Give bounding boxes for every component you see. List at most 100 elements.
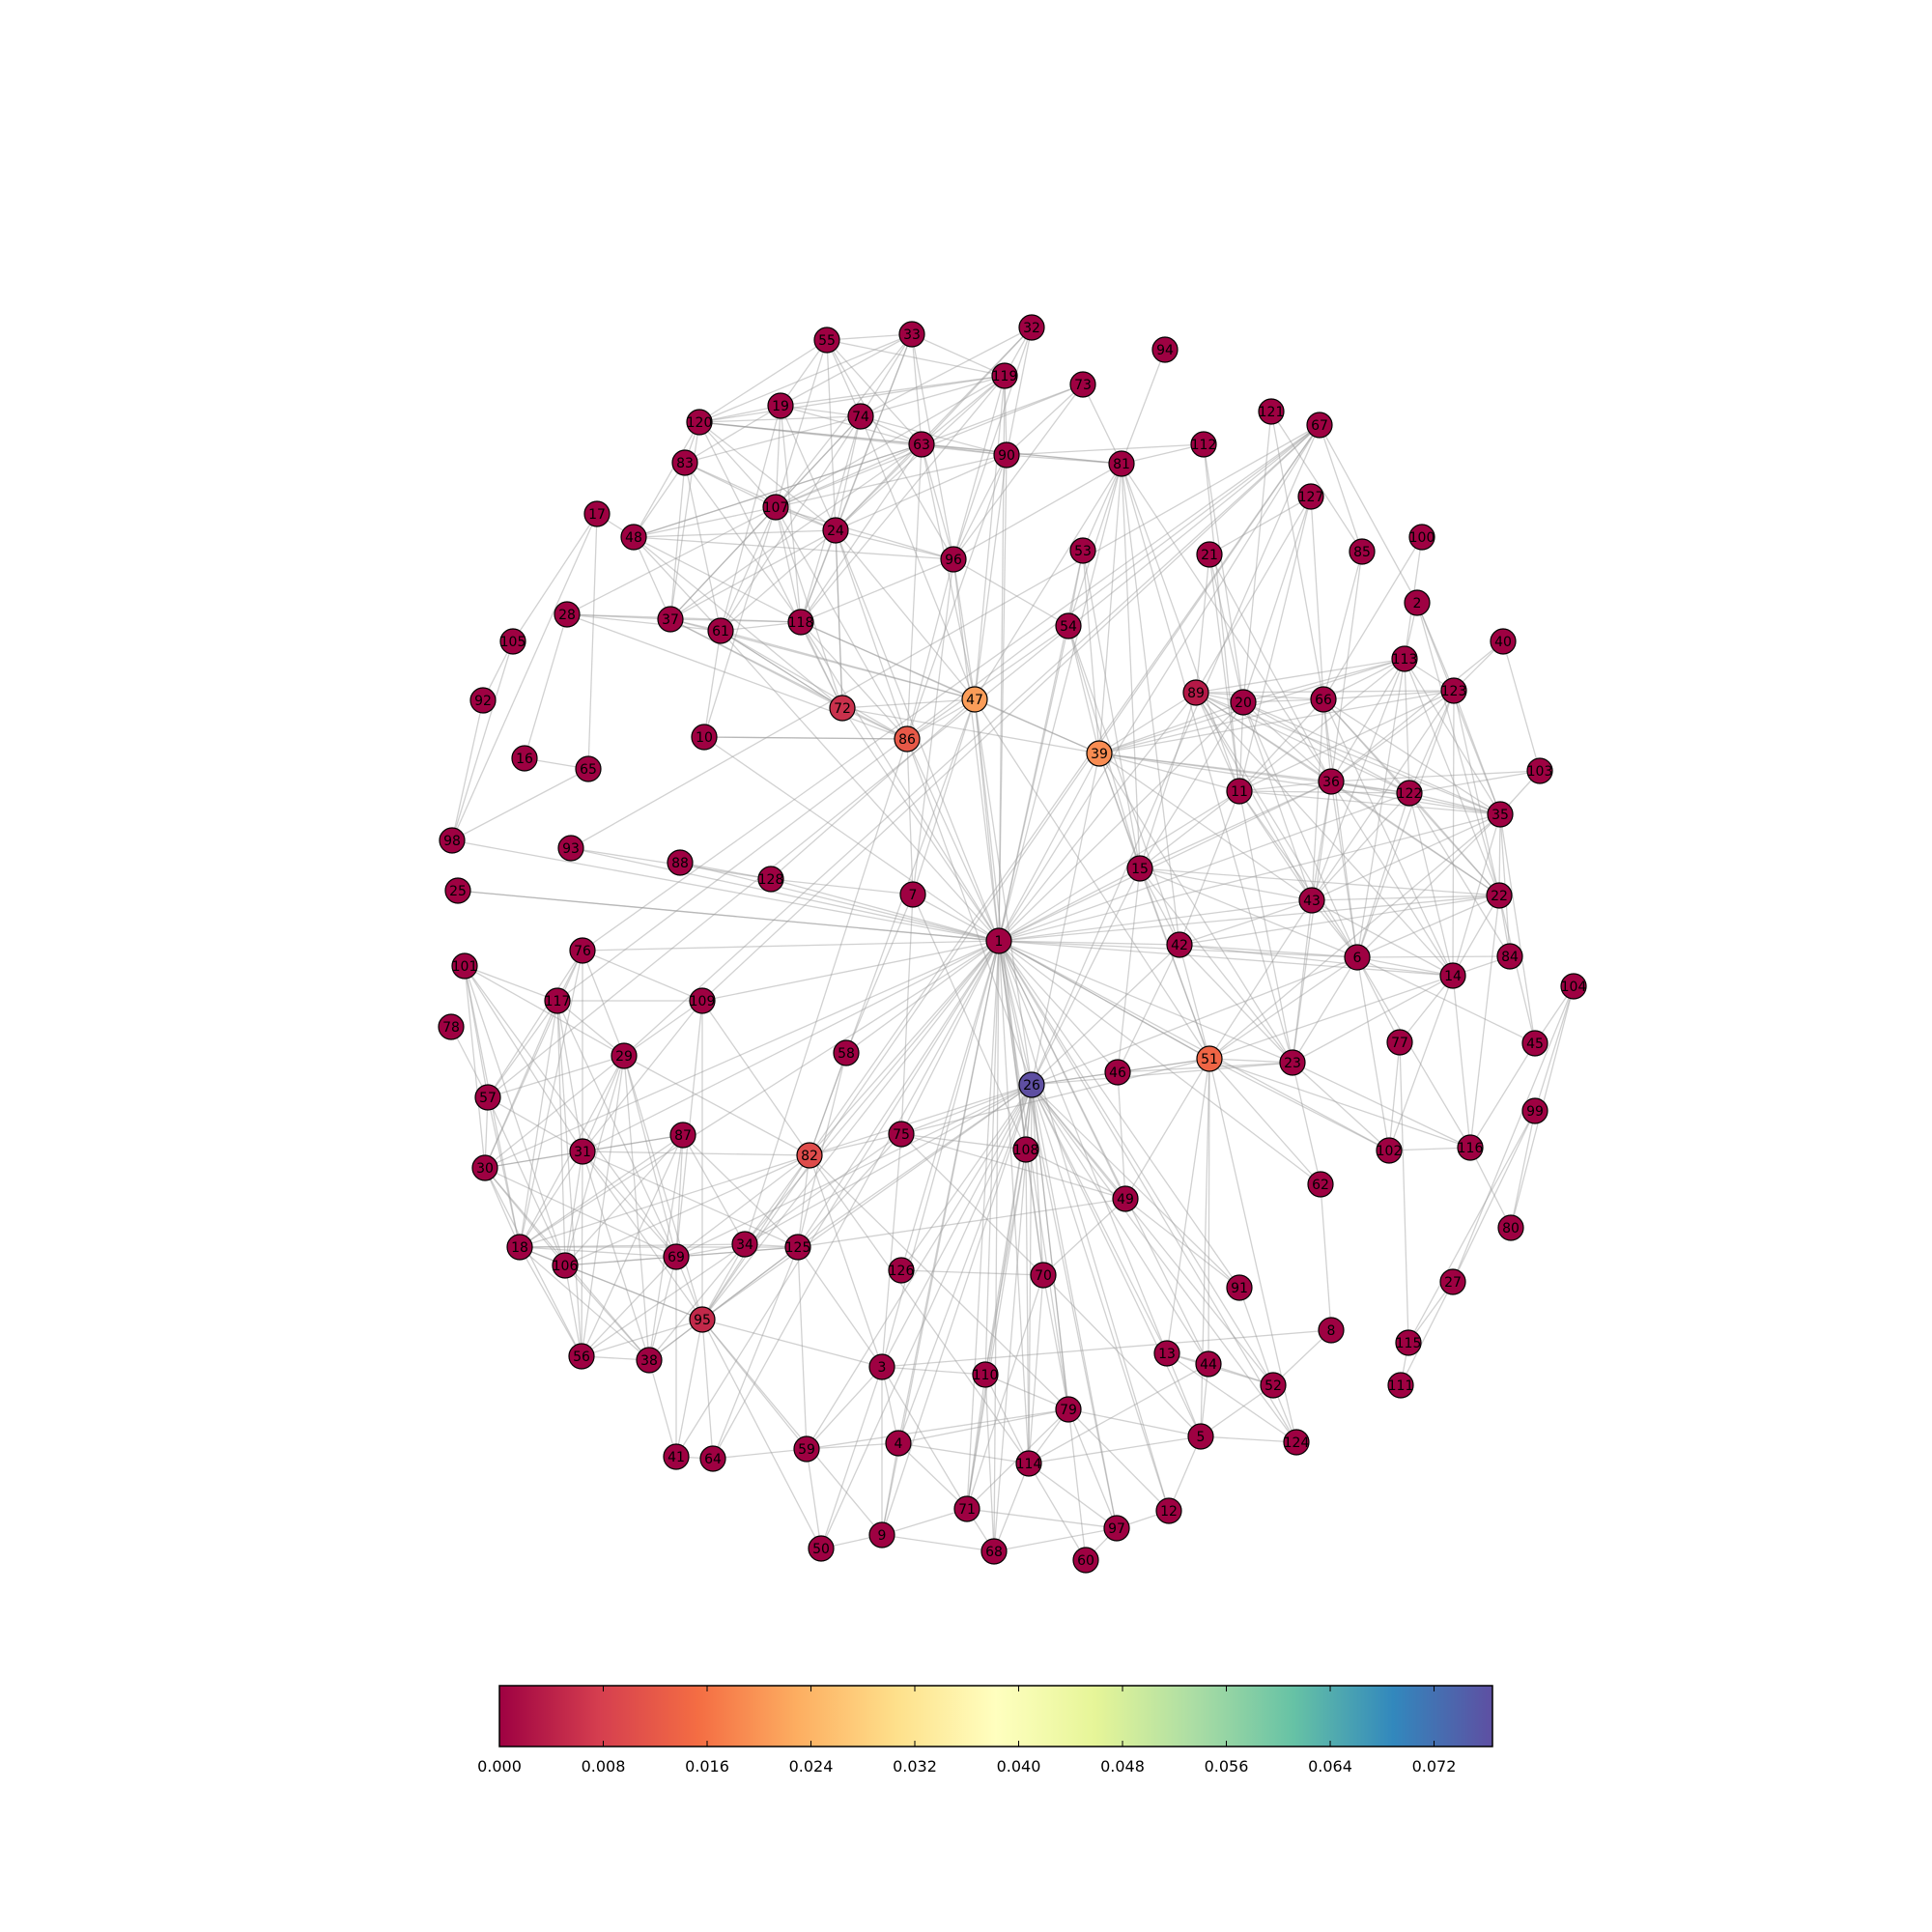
edge (998, 940, 1126, 1200)
edge (582, 940, 1000, 952)
node-label: 35 (1492, 808, 1509, 823)
edge (1408, 690, 1455, 794)
edge (582, 1151, 810, 1156)
edge (582, 1134, 684, 1152)
node-33: 33 (898, 321, 925, 348)
node-98: 98 (439, 827, 466, 854)
node-label: 61 (712, 624, 729, 639)
edge (1082, 463, 1122, 552)
edge (487, 424, 1321, 1098)
node-circle (1012, 1136, 1039, 1163)
edge (1117, 867, 1141, 1073)
node-36: 36 (1318, 768, 1345, 795)
edge (451, 640, 514, 841)
edge (1025, 1149, 1126, 1200)
node-74: 74 (847, 403, 874, 430)
edge (998, 895, 1500, 942)
edge (1330, 551, 1363, 782)
edge (703, 736, 908, 740)
edge (906, 625, 1069, 740)
colorbar-tick-label: 0.064 (1308, 1757, 1352, 1776)
edge (564, 1256, 677, 1266)
node-label: 57 (479, 1091, 497, 1106)
edge (1028, 1274, 1044, 1464)
edge (1139, 867, 1313, 901)
edge (1031, 1084, 1168, 1354)
node-97: 97 (1103, 1515, 1130, 1542)
edge (744, 1084, 1033, 1245)
node-label: 97 (1108, 1521, 1125, 1537)
node-label: 84 (1501, 950, 1519, 965)
edge (1499, 813, 1536, 1044)
node-circle (1526, 757, 1553, 784)
edge (464, 965, 625, 1057)
node-label: 38 (640, 1353, 658, 1369)
edge (519, 1246, 582, 1357)
edge (797, 1133, 902, 1248)
edge (682, 1134, 799, 1248)
edge (464, 965, 486, 1169)
edge (900, 1269, 1044, 1276)
node-label: 102 (1377, 1144, 1403, 1159)
edge (921, 375, 1006, 445)
node-label: 127 (1298, 490, 1324, 505)
edge (703, 736, 908, 740)
node-circle (1404, 589, 1431, 616)
node-circle (1258, 398, 1285, 425)
edge (1238, 781, 1332, 792)
edge (1208, 975, 1454, 1060)
edge (841, 707, 1100, 754)
node-22: 22 (1486, 882, 1513, 909)
edge (1139, 867, 1500, 896)
edge (720, 506, 777, 632)
node-label: 37 (662, 612, 679, 628)
node-96: 96 (940, 546, 967, 573)
edge (698, 333, 913, 423)
edge (698, 405, 781, 423)
node-circle (1072, 1547, 1099, 1574)
node-label: 4 (895, 1436, 903, 1452)
edge (1452, 975, 1471, 1149)
edge (998, 940, 1033, 1086)
colorbar-tick-label: 0.056 (1205, 1757, 1249, 1776)
edge (684, 405, 781, 464)
edge (1310, 496, 1324, 700)
edge (770, 698, 976, 880)
edge (720, 630, 976, 700)
edge (669, 618, 908, 740)
node-label: 88 (671, 856, 689, 871)
edge (974, 698, 1027, 1151)
node-label: 95 (694, 1313, 711, 1328)
edge (806, 1408, 1069, 1450)
edge (1330, 781, 1358, 958)
node-49: 49 (1112, 1185, 1139, 1212)
edge (698, 421, 843, 709)
node-61: 61 (707, 617, 734, 644)
node-label: 112 (1191, 438, 1217, 453)
edge (1195, 554, 1210, 694)
edge (1408, 792, 1454, 977)
node-circle (669, 1122, 696, 1149)
edge (1238, 790, 1358, 958)
edge (993, 940, 1000, 1552)
edge (675, 940, 1000, 1458)
edge (633, 536, 802, 623)
edge (809, 424, 1321, 1156)
edge (712, 940, 1000, 1460)
edge (519, 1246, 703, 1321)
node-circle (808, 1535, 835, 1562)
edge (952, 375, 1006, 560)
edge (1006, 454, 1122, 465)
node-label: 91 (1231, 1281, 1248, 1296)
node-circle (1103, 1515, 1130, 1542)
edge (1067, 625, 1180, 946)
edge (800, 621, 908, 740)
node-circle (636, 1347, 663, 1374)
edge (1311, 781, 1332, 901)
edge (1238, 658, 1406, 792)
edge (860, 375, 1006, 417)
node-circle (1055, 1396, 1082, 1423)
colorbar-tick-label: 0.016 (685, 1757, 729, 1776)
edge (998, 899, 1313, 942)
node-circle (451, 952, 478, 980)
